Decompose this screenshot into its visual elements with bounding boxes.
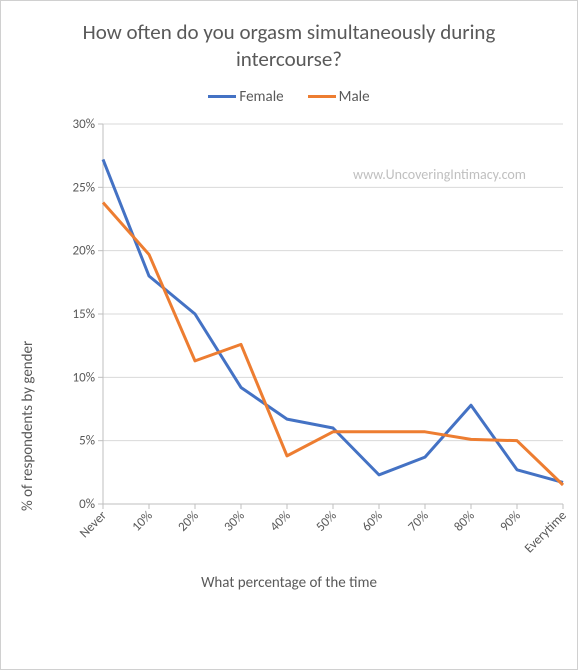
legend-swatch-female bbox=[208, 95, 236, 98]
svg-text:30%: 30% bbox=[73, 117, 95, 132]
svg-text:20%: 20% bbox=[73, 243, 95, 258]
svg-text:25%: 25% bbox=[73, 180, 95, 195]
legend: Female Male bbox=[1, 88, 577, 106]
svg-text:40%: 40% bbox=[267, 508, 294, 535]
legend-item-male: Male bbox=[308, 88, 370, 106]
svg-text:10%: 10% bbox=[73, 370, 95, 385]
chart-title: How often do you orgasm simultaneously d… bbox=[1, 1, 577, 82]
svg-text:0%: 0% bbox=[79, 497, 95, 512]
svg-text:30%: 30% bbox=[221, 508, 248, 535]
legend-label-female: Female bbox=[239, 88, 283, 106]
chart-container: How often do you orgasm simultaneously d… bbox=[0, 0, 578, 670]
svg-text:Everytime: Everytime bbox=[522, 508, 570, 556]
svg-text:15%: 15% bbox=[73, 307, 95, 322]
svg-text:70%: 70% bbox=[405, 508, 432, 535]
plot-svg: 0% 5% 10% 15% 20% 25% 30% Never 10% 20% 30% 40% 50% 6… bbox=[61, 116, 571, 566]
svg-text:80%: 80% bbox=[451, 508, 478, 535]
watermark: www.UncoveringIntimacy.com bbox=[353, 166, 526, 183]
x-axis-title: What percentage of the time bbox=[1, 574, 577, 592]
legend-swatch-male bbox=[308, 95, 336, 98]
legend-item-female: Female bbox=[208, 88, 283, 106]
svg-text:20%: 20% bbox=[175, 508, 202, 535]
svg-text:Never: Never bbox=[77, 507, 110, 540]
svg-text:90%: 90% bbox=[497, 508, 524, 535]
svg-text:60%: 60% bbox=[359, 508, 386, 535]
svg-text:50%: 50% bbox=[313, 508, 340, 535]
y-axis-title: % of respondents by gender bbox=[19, 341, 37, 511]
legend-label-male: Male bbox=[339, 88, 370, 106]
svg-text:5%: 5% bbox=[79, 433, 95, 448]
plot-area: 0% 5% 10% 15% 20% 25% 30% Never 10% 20% 30% 40% 50% 6… bbox=[61, 116, 557, 566]
svg-text:10%: 10% bbox=[129, 508, 156, 535]
